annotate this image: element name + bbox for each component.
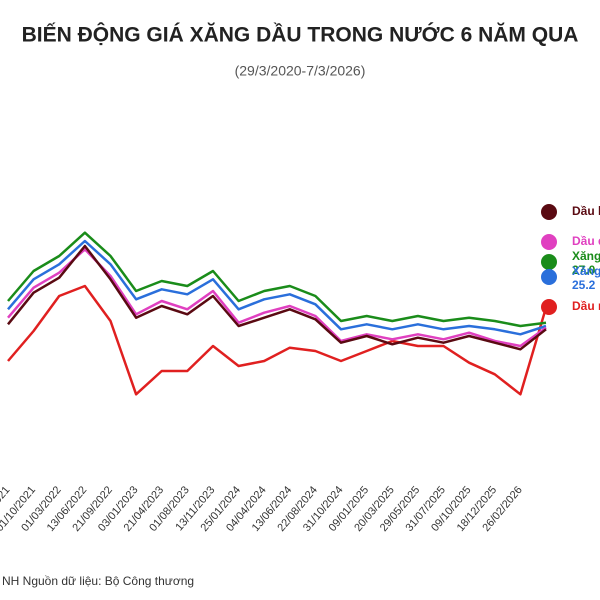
legend-marker bbox=[541, 234, 557, 250]
chart-title: BIẾN ĐỘNG GIÁ XĂNG DẦU TRONG NƯỚC 6 NĂM … bbox=[22, 23, 579, 47]
legend-label: Xăng bbox=[572, 249, 600, 263]
series-line bbox=[7, 284, 548, 396]
legend-value: 27.0 bbox=[572, 263, 596, 277]
chart-subtitle: (29/3/2020-7/3/2026) bbox=[235, 63, 366, 79]
legend-marker bbox=[541, 299, 557, 315]
legend-label: Dầu d bbox=[572, 234, 600, 248]
series-line bbox=[7, 244, 547, 351]
legend-marker bbox=[541, 269, 557, 285]
legend-label: Xăng bbox=[572, 264, 600, 278]
legend-label: Dầu m bbox=[572, 299, 600, 313]
legend-value: 25.2 bbox=[572, 278, 596, 292]
legend-marker bbox=[541, 254, 557, 270]
series-line bbox=[7, 239, 547, 336]
legend-marker bbox=[541, 204, 557, 220]
source: NH Nguồn dữ liệu: Bộ Công thương bbox=[2, 574, 194, 588]
series-line bbox=[7, 231, 547, 328]
legend-label: Dầu l bbox=[572, 204, 600, 218]
